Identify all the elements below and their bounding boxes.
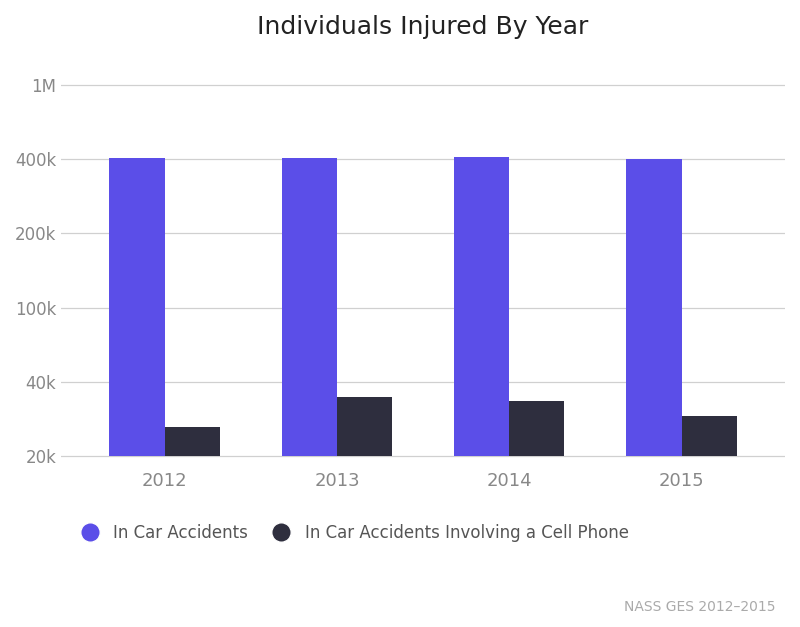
Bar bbox=[337, 397, 392, 456]
Bar bbox=[110, 158, 165, 456]
Bar bbox=[626, 159, 682, 456]
Title: Individuals Injured By Year: Individuals Injured By Year bbox=[258, 15, 589, 39]
Bar bbox=[165, 427, 220, 456]
Text: NASS GES 2012–2015: NASS GES 2012–2015 bbox=[625, 601, 776, 614]
Bar bbox=[510, 401, 565, 456]
Bar bbox=[454, 157, 510, 456]
Bar bbox=[282, 158, 337, 456]
Legend: In Car Accidents, In Car Accidents Involving a Cell Phone: In Car Accidents, In Car Accidents Invol… bbox=[66, 517, 635, 549]
Bar bbox=[682, 416, 737, 456]
